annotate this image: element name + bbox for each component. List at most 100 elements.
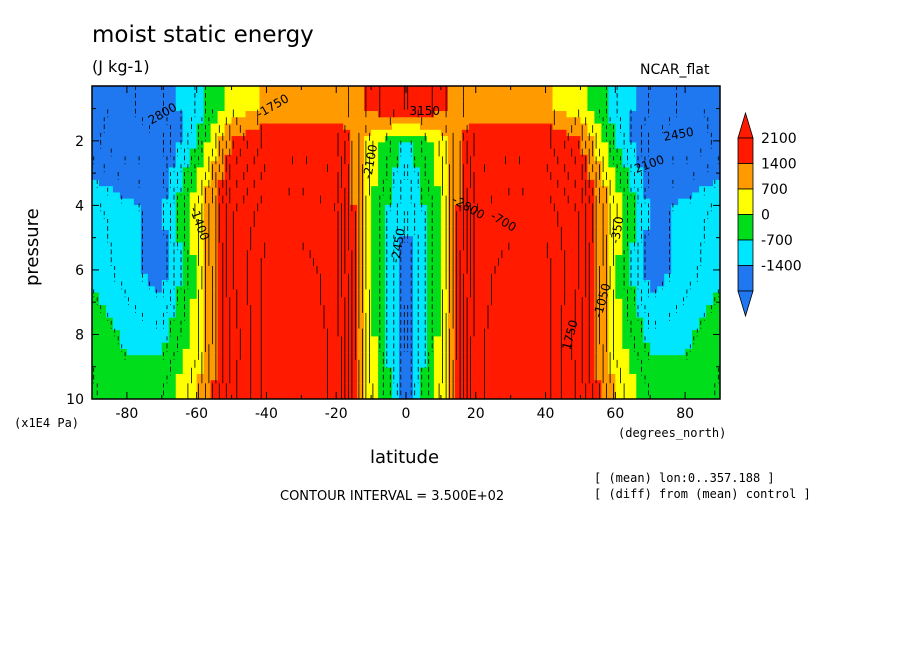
heatmap-cell bbox=[357, 179, 365, 187]
heatmap-cell bbox=[329, 267, 337, 275]
heatmap-cell bbox=[147, 117, 156, 125]
heatmap-cell bbox=[238, 380, 247, 388]
heatmap-cell bbox=[329, 348, 337, 356]
heatmap-cell bbox=[678, 298, 686, 306]
heatmap-cell bbox=[92, 330, 100, 337]
heatmap-cell bbox=[322, 148, 330, 156]
heatmap-cell bbox=[154, 286, 163, 294]
heatmap-cell bbox=[196, 286, 205, 294]
heatmap-cell bbox=[385, 211, 393, 219]
heatmap-cell bbox=[364, 305, 372, 312]
heatmap-cell bbox=[98, 136, 107, 143]
chart-subtitle: (J kg-1) bbox=[92, 57, 150, 76]
heatmap-cell bbox=[378, 242, 386, 250]
heatmap-cell bbox=[357, 342, 365, 350]
heatmap-cell bbox=[273, 148, 281, 156]
heatmap-cell bbox=[538, 92, 547, 100]
heatmap-cell bbox=[399, 348, 407, 356]
heatmap-cell bbox=[454, 292, 463, 300]
heatmap-cell bbox=[412, 198, 421, 206]
heatmap-cell bbox=[92, 273, 100, 281]
heatmap-cell bbox=[294, 167, 302, 175]
heatmap-cell bbox=[371, 261, 379, 269]
heatmap-cell bbox=[608, 348, 616, 356]
heatmap-cell bbox=[482, 223, 491, 231]
heatmap-cell bbox=[538, 173, 547, 181]
heatmap-cell bbox=[385, 136, 393, 143]
heatmap-cell bbox=[280, 323, 288, 331]
heatmap-cell bbox=[175, 373, 184, 381]
heatmap-cell bbox=[210, 136, 219, 143]
heatmap-cell bbox=[371, 167, 379, 175]
heatmap-cell bbox=[517, 392, 526, 399]
heatmap-cell bbox=[168, 148, 177, 156]
heatmap-cell bbox=[238, 261, 247, 269]
heatmap-cell bbox=[475, 286, 484, 294]
heatmap-cell bbox=[266, 104, 275, 112]
heatmap-cell bbox=[238, 198, 247, 206]
heatmap-cell bbox=[98, 273, 107, 281]
heatmap-cell bbox=[350, 298, 358, 306]
heatmap-cell bbox=[447, 305, 456, 312]
heatmap-cell bbox=[489, 179, 498, 187]
heatmap-cell bbox=[126, 311, 135, 319]
heatmap-cell bbox=[161, 92, 170, 100]
heatmap-cell bbox=[182, 111, 191, 118]
heatmap-cell bbox=[692, 161, 700, 168]
heatmap-cell bbox=[692, 136, 700, 143]
heatmap-cell bbox=[657, 111, 665, 118]
heatmap-cell bbox=[140, 311, 149, 319]
heatmap-cell bbox=[573, 161, 582, 168]
heatmap-cell bbox=[671, 236, 679, 244]
heatmap-cell bbox=[252, 217, 261, 225]
heatmap-cell bbox=[140, 111, 149, 118]
heatmap-cell bbox=[168, 392, 177, 399]
heatmap-cell bbox=[566, 255, 575, 262]
heatmap-cell bbox=[636, 305, 644, 312]
heatmap-cell bbox=[252, 173, 261, 181]
heatmap-cell bbox=[224, 161, 233, 168]
heatmap-cell bbox=[105, 367, 114, 375]
heatmap-cell bbox=[412, 380, 421, 388]
heatmap-cell bbox=[699, 179, 707, 187]
heatmap-cell bbox=[238, 236, 247, 244]
heatmap-cell bbox=[671, 317, 679, 325]
contour-line bbox=[100, 86, 712, 165]
heatmap-cell bbox=[343, 248, 351, 256]
heatmap-cell bbox=[601, 392, 609, 399]
heatmap-cell bbox=[224, 111, 233, 118]
heatmap-cell bbox=[678, 286, 686, 294]
heatmap-cell bbox=[126, 223, 135, 231]
heatmap-cell bbox=[433, 148, 442, 156]
heatmap-cell bbox=[112, 142, 121, 150]
heatmap-cell bbox=[685, 348, 693, 356]
heatmap-cell bbox=[322, 111, 330, 118]
heatmap-cell bbox=[196, 92, 205, 100]
heatmap-cell bbox=[140, 179, 149, 187]
heatmap-cell bbox=[238, 273, 247, 281]
heatmap-cell bbox=[385, 129, 393, 137]
heatmap-cell bbox=[629, 154, 637, 162]
heatmap-cell bbox=[224, 392, 233, 399]
heatmap-cell bbox=[699, 367, 707, 375]
heatmap-cell bbox=[608, 286, 616, 294]
heatmap-cell bbox=[706, 286, 714, 294]
heatmap-cell bbox=[468, 129, 477, 137]
heatmap-cell bbox=[678, 111, 686, 118]
heatmap-cell bbox=[189, 129, 198, 137]
heatmap-cell bbox=[510, 342, 519, 350]
heatmap-cell bbox=[426, 211, 435, 219]
heatmap-cell bbox=[566, 305, 575, 312]
heatmap-cell bbox=[315, 223, 323, 231]
heatmap-cell bbox=[161, 86, 170, 93]
heatmap-cell bbox=[280, 298, 288, 306]
heatmap-cell bbox=[461, 129, 470, 137]
heatmap-cell bbox=[105, 317, 114, 325]
heatmap-cell bbox=[168, 173, 177, 181]
heatmap-cell bbox=[713, 186, 720, 194]
heatmap-cell bbox=[650, 286, 658, 294]
heatmap-cell bbox=[426, 361, 435, 369]
heatmap-cell bbox=[426, 136, 435, 143]
heatmap-cell bbox=[154, 198, 163, 206]
